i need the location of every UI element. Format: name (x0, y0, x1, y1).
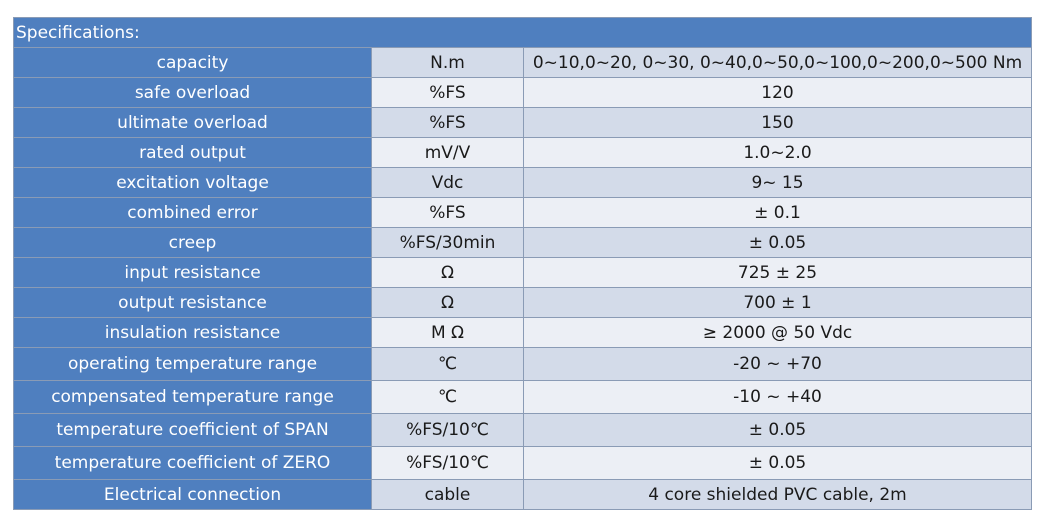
spec-name: combined error (13, 197, 372, 228)
spec-row: compensated temperature range ℃ -10 ~ +40 (13, 380, 1032, 414)
spec-value: ± 0.1 (523, 197, 1032, 228)
spec-value: 4 core shielded PVC cable, 2m (523, 479, 1032, 510)
spec-unit: %FS/10℃ (371, 413, 524, 447)
spec-unit: %FS/10℃ (371, 446, 524, 480)
spec-row: capacity N.m 0~10,0~20, 0~30, 0~40,0~50,0~… (13, 47, 1032, 78)
spec-row: temperature coefficient of SPAN %FS/10℃ ± … (13, 413, 1032, 447)
spec-row: Electrical connection cable 4 core shielde… (13, 479, 1032, 510)
spec-name: temperature coefficient of ZERO (13, 446, 372, 480)
spec-unit: cable (371, 479, 524, 510)
spec-name: rated output (13, 137, 372, 168)
spec-unit: %FS/30min (371, 227, 524, 258)
spec-row: temperature coefficient of ZERO %FS/10℃ ± … (13, 446, 1032, 480)
spec-unit: %FS (371, 107, 524, 138)
spec-name: excitation voltage (13, 167, 372, 198)
spec-row: ultimate overload %FS 150 (13, 107, 1032, 138)
spec-name: creep (13, 227, 372, 258)
spec-row: excitation voltage Vdc 9~ 15 (13, 167, 1032, 198)
spec-name: output resistance (13, 287, 372, 318)
spec-value: 120 (523, 77, 1032, 108)
spec-unit: Ω (371, 257, 524, 288)
table-title: Specifications: (13, 17, 1032, 48)
spec-name: compensated temperature range (13, 380, 372, 414)
spec-row: insulation resistance M Ω ≥ 2000 @ 50 Vdc (13, 317, 1032, 348)
spec-value: -10 ~ +40 (523, 380, 1032, 414)
spec-name: temperature coefficient of SPAN (13, 413, 372, 447)
spec-unit: ℃ (371, 347, 524, 381)
spec-unit: ℃ (371, 380, 524, 414)
spec-name: Electrical connection (13, 479, 372, 510)
spec-row: rated output mV/V 1.0~2.0 (13, 137, 1032, 168)
spec-value: ≥ 2000 @ 50 Vdc (523, 317, 1032, 348)
table-body: Specifications: capacity N.m 0~10,0~20, 0~… (13, 17, 1032, 510)
spec-unit: N.m (371, 47, 524, 78)
spec-value: 1.0~2.0 (523, 137, 1032, 168)
spec-name: input resistance (13, 257, 372, 288)
header-row: Specifications: (13, 17, 1032, 48)
spec-row: output resistance Ω 700 ± 1 (13, 287, 1032, 318)
spec-table: Specifications: capacity N.m 0~10,0~20, 0~… (13, 17, 1032, 510)
spec-row: combined error %FS ± 0.1 (13, 197, 1032, 228)
spec-value: 0~10,0~20, 0~30, 0~40,0~50,0~100,0~200,0… (523, 47, 1032, 78)
spec-name: capacity (13, 47, 372, 78)
spec-row: input resistance Ω 725 ± 25 (13, 257, 1032, 288)
spec-value: ± 0.05 (523, 413, 1032, 447)
spec-value: 9~ 15 (523, 167, 1032, 198)
spec-value: 725 ± 25 (523, 257, 1032, 288)
spec-row: creep %FS/30min ± 0.05 (13, 227, 1032, 258)
spec-value: 150 (523, 107, 1032, 138)
spec-name: insulation resistance (13, 317, 372, 348)
spec-unit: Ω (371, 287, 524, 318)
spec-value: -20 ~ +70 (523, 347, 1032, 381)
spec-unit: mV/V (371, 137, 524, 168)
spec-name: ultimate overload (13, 107, 372, 138)
spec-value: 700 ± 1 (523, 287, 1032, 318)
spec-name: safe overload (13, 77, 372, 108)
spec-unit: M Ω (371, 317, 524, 348)
spec-unit: %FS (371, 197, 524, 228)
spec-name: operating temperature range (13, 347, 372, 381)
spec-value: ± 0.05 (523, 446, 1032, 480)
spec-unit: Vdc (371, 167, 524, 198)
spec-row: safe overload %FS 120 (13, 77, 1032, 108)
spec-row: operating temperature range ℃ -20 ~ +70 (13, 347, 1032, 381)
spec-value: ± 0.05 (523, 227, 1032, 258)
spec-unit: %FS (371, 77, 524, 108)
